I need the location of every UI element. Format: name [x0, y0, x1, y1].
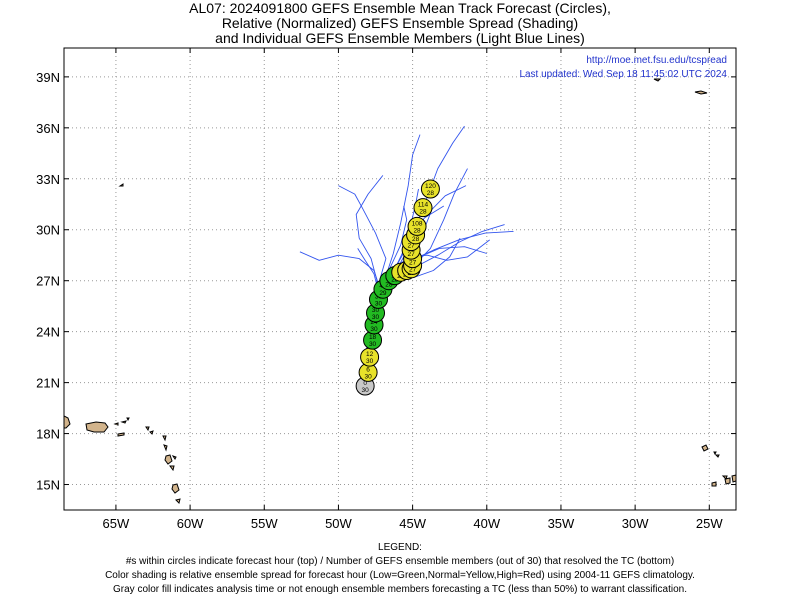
legend-line1: #s within circles indicate forecast hour… — [125, 556, 675, 567]
track-members-label: 27 — [409, 266, 417, 273]
land-islet-north — [118, 183, 124, 187]
y-tick-label: 21N — [36, 376, 60, 391]
land-cape-verde — [701, 444, 736, 487]
chart-title-line3: and Individual GEFS Ensemble Members (Li… — [215, 30, 585, 46]
track-hour-label: 0 — [363, 380, 367, 387]
x-tick-label: 65W — [103, 516, 130, 531]
y-tick-label: 30N — [36, 223, 60, 238]
track-members-label: 30 — [372, 314, 380, 321]
track-members-label: 27 — [409, 260, 417, 267]
track-members-label: 30 — [370, 326, 378, 333]
x-tick-label: 55W — [251, 516, 278, 531]
chart-title-line1: AL07: 2024091800 GEFS Ensemble Mean Trac… — [189, 0, 611, 16]
track-members-label: 28 — [427, 190, 435, 197]
track-members-label: 28 — [412, 236, 420, 243]
track-members-label: 30 — [366, 358, 374, 365]
credit-url: http://moe.met.fsu.edu/tcspread — [586, 55, 727, 66]
land-azores — [653, 78, 708, 95]
track-hour-label: 120 — [425, 183, 436, 190]
x-tick-label: 60W — [177, 516, 204, 531]
x-tick-label: 35W — [548, 516, 575, 531]
track-members-label: 29 — [379, 290, 387, 297]
y-tick-label: 15N — [36, 478, 60, 493]
y-tick-label: 24N — [36, 325, 60, 340]
track-members-label: 30 — [362, 387, 370, 394]
land-lesser-antilles — [145, 426, 181, 504]
track-hour-label: 114 — [418, 202, 429, 209]
land-virgin-islands — [113, 417, 130, 426]
x-tick-label: 40W — [473, 516, 500, 531]
chart-title-line2: Relative (Normalized) GEFS Ensemble Spre… — [221, 15, 579, 31]
y-tick-label: 27N — [36, 274, 60, 289]
land-st-croix — [117, 432, 125, 437]
track-members-label: 27 — [408, 251, 416, 258]
map-frame — [63, 47, 737, 511]
x-tick-label: 45W — [399, 516, 426, 531]
legend-heading: LEGEND: — [378, 542, 422, 553]
y-tick-label: 33N — [36, 172, 60, 187]
track-circle — [413, 198, 433, 218]
track-members-label: 30 — [375, 300, 383, 307]
y-tick-label: 18N — [36, 427, 60, 442]
track-hour-label: 6 — [366, 366, 370, 373]
legend-line3: Gray color fill indicates analysis time … — [113, 584, 687, 595]
track-hour-label: 108 — [412, 220, 423, 227]
land-hispaniola — [64, 415, 71, 429]
y-tick-label: 36N — [36, 121, 60, 136]
x-tick-label: 50W — [325, 516, 352, 531]
track-hour-label: 12 — [366, 351, 374, 358]
land-masses — [64, 78, 736, 504]
legend-line2: Color shading is relative ensemble sprea… — [105, 570, 695, 581]
track-circle — [420, 179, 440, 199]
x-tick-label: 30W — [622, 516, 649, 531]
mean-track-circles: 0306301230183024303030363042294828542860… — [355, 179, 440, 396]
track-circle — [407, 216, 427, 236]
land-puerto-rico — [85, 421, 109, 433]
x-tick-label: 25W — [696, 516, 723, 531]
track-members-label: 30 — [369, 341, 377, 348]
track-members-label: 30 — [364, 373, 372, 380]
axes: 65W 60W 55W 50W 45W 40W 35W 30W 25W 15N 18N 21N 24N 2… — [36, 48, 736, 531]
track-members-label: 28 — [413, 227, 421, 234]
track-members-label: 27 — [408, 243, 416, 250]
track-members-label: 28 — [419, 209, 427, 216]
track-members-label: 28 — [385, 282, 393, 289]
track-members-label: 28 — [391, 277, 399, 284]
track-hour-label: 18 — [369, 334, 377, 341]
y-tick-label: 39N — [36, 70, 60, 85]
credit-updated: Last updated: Wed Sep 18 11:45:02 UTC 20… — [519, 69, 727, 80]
track-hour-label: 30 — [372, 307, 380, 314]
